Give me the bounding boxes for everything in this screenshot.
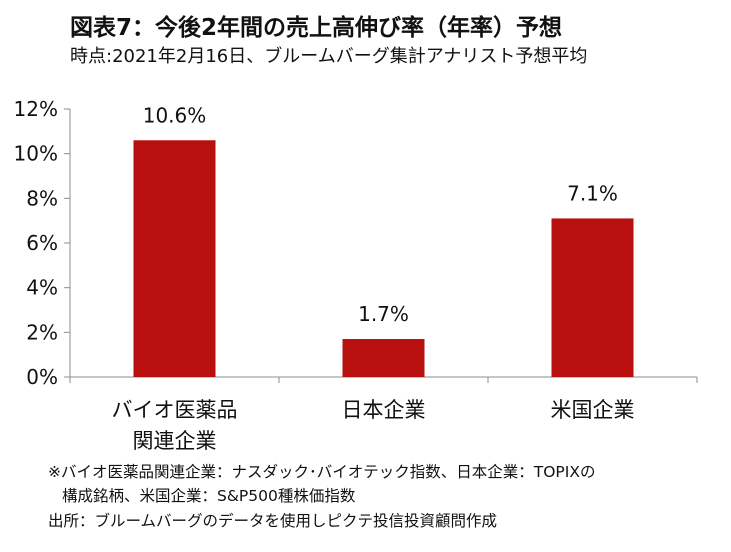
bar — [133, 140, 216, 377]
source-note: 出所：ブルームバーグのデータを使用しピクテ投信投資顧問作成 — [48, 512, 498, 530]
x-tick-label: バイオ医薬品 — [112, 398, 238, 422]
x-tick-label: 関連企業 — [133, 429, 217, 453]
y-tick-label: 2% — [26, 320, 58, 344]
data-label: 1.7% — [358, 302, 409, 326]
bar — [342, 339, 425, 377]
y-tick-label: 8% — [26, 186, 58, 210]
bar — [551, 218, 634, 377]
footnote-line-2: 構成銘柄、米国企業：S&P500種株価指数 — [62, 487, 356, 505]
y-tick-label: 4% — [26, 276, 58, 300]
x-tick-label: 日本企業 — [342, 398, 426, 422]
chart-title: 図表7：今後2年間の売上高伸び率（年率）予想 — [70, 15, 563, 41]
y-tick-label: 6% — [26, 231, 58, 255]
y-tick-label: 10% — [14, 142, 58, 166]
x-tick-label: 米国企業 — [551, 398, 635, 422]
data-label: 10.6% — [143, 103, 207, 127]
data-label: 7.1% — [567, 181, 618, 205]
y-tick-label: 0% — [26, 365, 58, 389]
y-tick-label: 12% — [14, 97, 58, 121]
chart-subtitle: 時点:2021年2月16日、ブルームバーグ集計アナリスト予想平均 — [70, 46, 588, 67]
footnote-line-1: ※バイオ医薬品関連企業：ナスダック･バイオテック指数、日本企業：TOPIXの — [48, 463, 596, 481]
